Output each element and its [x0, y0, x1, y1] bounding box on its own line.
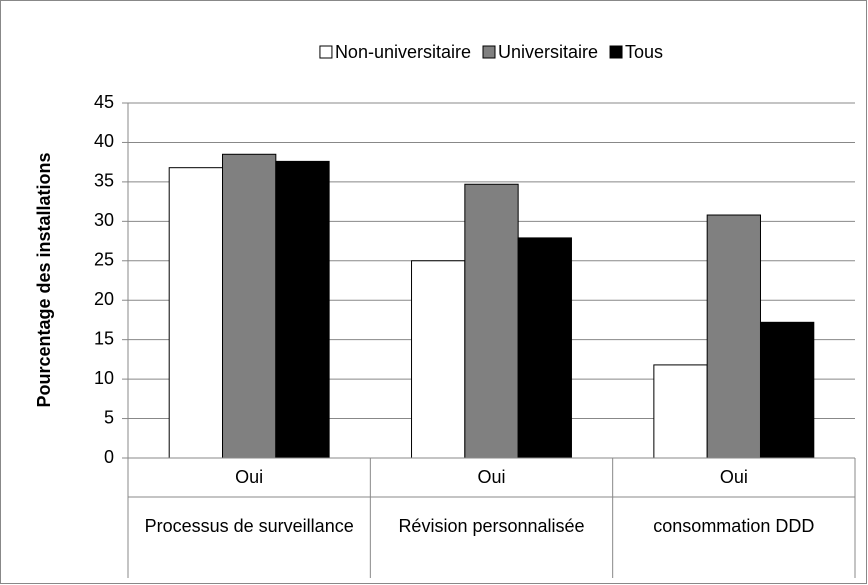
y-tick-label: 0 [104, 447, 114, 467]
y-axis-label: Pourcentage des installations [34, 152, 54, 407]
legend-label: Universitaire [498, 42, 598, 62]
group-label-box: Révision personnalisée [398, 516, 585, 536]
group-label-box: consommation DDD [653, 516, 815, 536]
x-tick-label: Oui [720, 467, 748, 487]
legend-label: Non-universitaire [335, 42, 471, 62]
y-tick-label: 5 [104, 407, 114, 427]
bar [275, 160, 330, 459]
x-tick-label: Oui [477, 467, 505, 487]
legend: Non-universitaire Universitaire Tous [319, 42, 663, 62]
legend-swatch [319, 45, 333, 59]
y-tick-label: 30 [94, 210, 114, 230]
legend-swatch [609, 45, 623, 59]
bar [222, 153, 277, 459]
group-label: Processus de surveillance [144, 516, 354, 536]
y-tick-label: 10 [94, 368, 114, 388]
y-tick-label: 40 [94, 131, 114, 151]
bar [411, 260, 466, 459]
bar [464, 183, 519, 459]
bar [759, 321, 815, 459]
legend-label: Tous [625, 42, 663, 62]
y-tick-label: 25 [94, 250, 114, 270]
bar [653, 364, 708, 459]
bar [517, 237, 572, 459]
y-tick-label: 45 [94, 92, 114, 112]
bar [168, 167, 224, 459]
bar [706, 214, 761, 459]
group-label-box: Processus de surveillance [144, 516, 354, 536]
group-label: consommation DDD [653, 516, 815, 536]
legend-swatch [482, 45, 496, 59]
y-tick-label: 15 [94, 328, 114, 348]
x-tick-label: Oui [235, 467, 263, 487]
group-label: Révision personnalisée [398, 516, 585, 536]
y-tick-label: 35 [94, 171, 114, 191]
y-tick-label: 20 [94, 289, 114, 309]
